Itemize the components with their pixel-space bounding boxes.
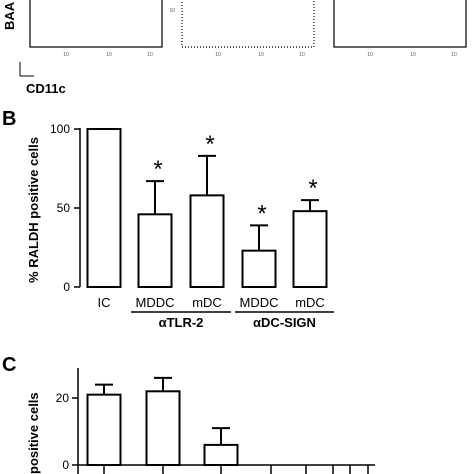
panel-c-y-ticks: 0 20 [56, 391, 78, 472]
panel-b-bar [189, 194, 225, 288]
flow-plot-1-tick-2: 10 [106, 52, 112, 58]
panel-c: C positive cells 0 20 [2, 354, 375, 474]
flow-plot-3 [333, 0, 467, 48]
panel-b-y-ticks: 0 50 100 [50, 122, 80, 294]
flow-plot-3-tick-1: 10 [367, 52, 373, 58]
panel-b-category-label: mDC [295, 295, 325, 310]
panel-b-y-tick-label: 100 [50, 122, 70, 136]
panel-c-ylabel: positive cells [26, 392, 41, 474]
flow-plot-2 [181, 0, 315, 48]
panel-c-bar [86, 393, 122, 466]
panel-b-category-label: MDDC [136, 295, 175, 310]
panel-b-group-label: αTLR-2 [159, 315, 204, 330]
panel-b-y-tick-label: 0 [63, 280, 70, 294]
panel-b-significance-star: * [205, 131, 214, 158]
panel-b-category-labels: IC MDDC mDC MDDC mDC [98, 295, 325, 310]
panel-c-bars [86, 376, 369, 474]
flow-plot-3-tick-2: 10 [410, 52, 416, 58]
flow-plot-1-tick-1: 10 [63, 52, 69, 58]
panel-b-group-label: αDC-SIGN [253, 315, 316, 330]
panel-b-category-label: MDDC [240, 295, 279, 310]
panel-b-category-label: IC [98, 295, 111, 310]
panel-b-significance-star: * [153, 156, 162, 183]
flow-plot-1 [29, 0, 163, 48]
panel-b-y-tick-label: 50 [57, 201, 71, 215]
panel-c-bar [203, 443, 239, 466]
panel-b-bar [86, 128, 122, 288]
panel-b-bars: * * * * [86, 128, 328, 289]
flow-plot-2-ytick: 10 [169, 8, 175, 14]
flow-plot-1-tick-3: 10 [147, 52, 153, 58]
panel-b-bar [137, 213, 173, 289]
panel-a-xlabel: CD11c [26, 81, 66, 96]
panel-c-y-tick-label: 20 [56, 391, 70, 405]
panel-a-ylabel: BAA [2, 1, 17, 30]
panel-c-y-tick-label: 0 [62, 458, 69, 472]
panel-a: BAA 10 10 10 10 10 10 10 10 10 10 CD11c [2, 0, 467, 96]
panel-b-significance-star: * [308, 175, 317, 202]
panel-b-category-label: mDC [192, 295, 222, 310]
flow-plot-3-tick-3: 10 [451, 52, 457, 58]
panel-b: B % RALDH positive cells 0 50 100 * * * * IC M… [2, 108, 334, 330]
flow-plot-2-tick-2: 10 [258, 52, 264, 58]
panel-c-bar [145, 390, 181, 466]
panel-b-group-labels: αTLR-2 αDC-SIGN [131, 311, 334, 330]
panel-b-bar [241, 249, 277, 289]
flow-plot-2-tick-3: 10 [299, 52, 305, 58]
flow-plot-2-tick-1: 10 [215, 52, 221, 58]
panel-c-letter: C [2, 354, 16, 376]
panel-b-bar [292, 210, 328, 288]
panel-b-letter: B [2, 108, 16, 130]
panel-b-significance-star: * [257, 200, 266, 227]
panel-b-ylabel: % RALDH positive cells [26, 137, 41, 283]
